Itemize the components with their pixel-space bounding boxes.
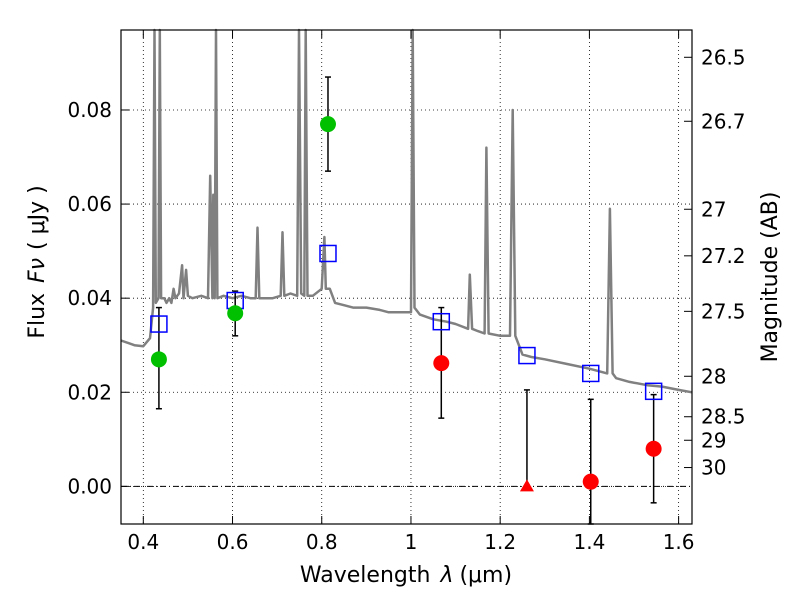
y2-tick-label: 27.2 (701, 244, 746, 268)
model-photometry-square (319, 244, 337, 263)
y2-tick-label: 28.5 (701, 405, 746, 429)
axis-ticks: 0.4 0.6 0.8 1 1.2 1.4 1.6 0.00 0.02 0.04 0.06 0.08 2… (67, 30, 746, 554)
y2-tick-label: 27.5 (701, 299, 746, 323)
model-photometry-square (518, 346, 536, 365)
y2-tick-label: 30 (701, 456, 726, 480)
y2-tick-label: 27 (701, 197, 726, 221)
observed-flux-point (645, 440, 662, 457)
plot-area (121, 30, 692, 524)
model-photometry-points (150, 244, 663, 401)
x-tick-label: 0.8 (306, 530, 338, 554)
y-tick-label: 0.04 (67, 286, 112, 310)
model-photometry-square (432, 312, 451, 331)
y-tick-label: 0.02 (67, 380, 112, 404)
x-tick-label: 1.4 (573, 530, 605, 554)
y-tick-label: 0.08 (67, 98, 112, 122)
x-tick-label: 0.4 (127, 530, 159, 554)
y2-tick-label: 26.7 (701, 109, 746, 133)
error-bars (155, 76, 657, 525)
y-tick-label: 0.00 (67, 474, 112, 498)
model-photometry-square (644, 382, 663, 401)
y-tick-label: 0.06 (67, 192, 112, 216)
x-axis-title: Wavelength λ (μm) (300, 563, 512, 588)
y2-tick-label: 28 (701, 364, 726, 388)
observed-flux-point (433, 355, 450, 372)
model-photometry-square (150, 315, 168, 333)
x-tick-label: 1.6 (663, 530, 695, 554)
observed-flux-point (582, 473, 599, 490)
observed-points (150, 116, 662, 492)
x-tick-label: 1 (405, 530, 418, 554)
model-photometry-square (581, 364, 600, 383)
upper-limit-triangle (519, 479, 534, 492)
plot-frame (120, 29, 693, 525)
x-tick-label: 1.2 (484, 530, 516, 554)
x-tick-label: 0.6 (217, 530, 249, 554)
observed-flux-point (227, 305, 244, 322)
y2-axis-title: Magnitude (AB) (758, 192, 783, 363)
y-axis-title: FluxFν( μJy ) (25, 185, 50, 338)
y2-tick-label: 29 (701, 428, 726, 452)
observed-flux-point (319, 116, 336, 133)
y2-tick-label: 26.5 (701, 45, 746, 69)
observed-flux-point (150, 351, 167, 368)
